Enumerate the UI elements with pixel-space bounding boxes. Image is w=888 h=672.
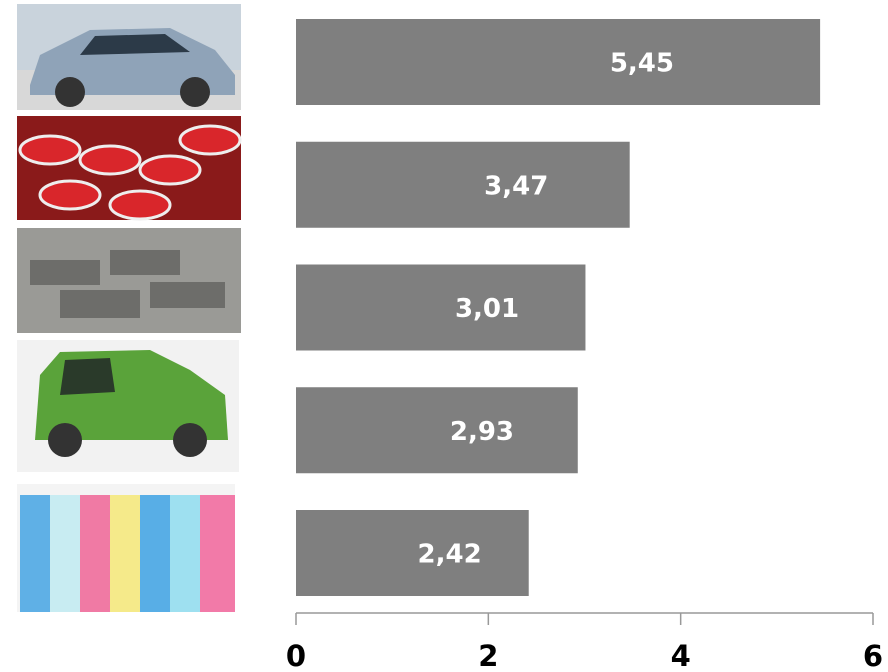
value-label: 5,45 (610, 49, 674, 79)
bar (296, 19, 821, 105)
value-label: 3,01 (455, 294, 519, 324)
category-image-van (17, 340, 239, 472)
x-tick-label: 2 (478, 639, 498, 672)
category-image-shirts (17, 484, 235, 612)
x-tick-label: 4 (671, 639, 691, 672)
bar (296, 510, 529, 596)
x-tick-label: 6 (863, 639, 883, 672)
bar (296, 264, 586, 351)
value-label: 2,42 (418, 540, 482, 570)
bar (296, 387, 578, 474)
x-tick-label: 0 (286, 639, 306, 672)
category-image-car (17, 4, 241, 110)
category-image-barrels (17, 116, 242, 221)
value-label: 2,93 (450, 417, 514, 447)
bar (296, 141, 630, 228)
value-label: 3,47 (484, 171, 548, 201)
category-image-blocks (17, 228, 241, 333)
